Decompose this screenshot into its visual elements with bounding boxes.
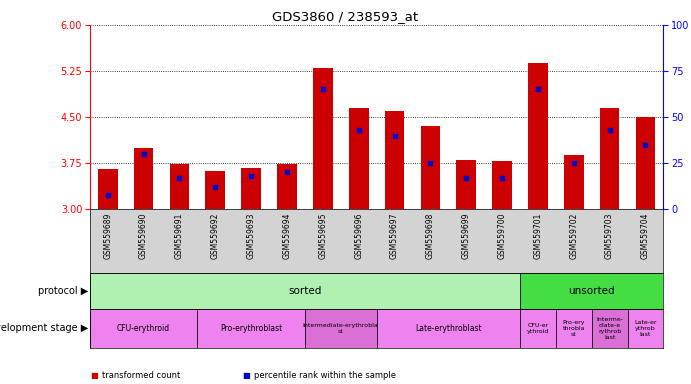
Bar bbox=[377, 309, 520, 348]
Text: Pro-erythroblast: Pro-erythroblast bbox=[220, 324, 282, 333]
Point bbox=[210, 184, 221, 190]
Text: CFU-er
ythroid: CFU-er ythroid bbox=[527, 323, 549, 334]
Text: Late-erythroblast: Late-erythroblast bbox=[415, 324, 482, 333]
Bar bbox=[564, 155, 584, 209]
Point bbox=[389, 132, 400, 139]
Bar bbox=[277, 164, 297, 209]
Point bbox=[497, 175, 508, 181]
Bar bbox=[90, 273, 520, 309]
Text: Late-er
ythrob
last: Late-er ythrob last bbox=[634, 320, 656, 337]
Text: GSM559698: GSM559698 bbox=[426, 212, 435, 259]
Point bbox=[245, 173, 256, 179]
Bar bbox=[600, 108, 619, 209]
Bar bbox=[241, 167, 261, 209]
Point bbox=[353, 127, 364, 133]
Point bbox=[102, 192, 113, 198]
Point bbox=[461, 175, 472, 181]
Bar bbox=[421, 126, 440, 209]
Text: GSM559691: GSM559691 bbox=[175, 212, 184, 259]
Text: GSM559697: GSM559697 bbox=[390, 212, 399, 259]
Text: GSM559690: GSM559690 bbox=[139, 212, 148, 259]
Bar bbox=[528, 63, 548, 209]
Text: GSM559700: GSM559700 bbox=[498, 212, 507, 259]
Bar bbox=[627, 309, 663, 348]
Bar bbox=[591, 309, 627, 348]
Point bbox=[174, 175, 185, 181]
Point bbox=[425, 160, 436, 166]
Text: GDS3860 / 238593_at: GDS3860 / 238593_at bbox=[272, 10, 419, 23]
Text: Pro-ery
throbla
st: Pro-ery throbla st bbox=[562, 320, 585, 337]
Text: GSM559703: GSM559703 bbox=[605, 212, 614, 259]
Bar bbox=[169, 164, 189, 209]
Point bbox=[281, 169, 292, 175]
Text: CFU-erythroid: CFU-erythroid bbox=[117, 324, 170, 333]
Text: development stage ▶: development stage ▶ bbox=[0, 323, 88, 333]
Text: GSM559692: GSM559692 bbox=[211, 212, 220, 259]
Bar bbox=[134, 148, 153, 209]
Bar bbox=[520, 309, 556, 348]
Text: GSM559699: GSM559699 bbox=[462, 212, 471, 259]
Bar bbox=[456, 160, 476, 209]
Text: GSM559704: GSM559704 bbox=[641, 212, 650, 259]
Bar bbox=[198, 309, 305, 348]
Bar bbox=[492, 161, 512, 209]
Text: GSM559694: GSM559694 bbox=[283, 212, 292, 259]
Point bbox=[640, 142, 651, 148]
Text: GSM559696: GSM559696 bbox=[354, 212, 363, 259]
Bar bbox=[313, 68, 332, 209]
Text: ■: ■ bbox=[90, 371, 97, 380]
Text: GSM559695: GSM559695 bbox=[319, 212, 328, 259]
Point bbox=[138, 151, 149, 157]
Point bbox=[604, 127, 615, 133]
Point bbox=[568, 160, 579, 166]
Text: transformed count: transformed count bbox=[102, 371, 180, 380]
Point bbox=[317, 86, 328, 93]
Text: percentile rank within the sample: percentile rank within the sample bbox=[254, 371, 396, 380]
Text: GSM559689: GSM559689 bbox=[103, 212, 112, 259]
Bar bbox=[205, 171, 225, 209]
Text: Intermediate-erythrobla
st: Intermediate-erythrobla st bbox=[303, 323, 379, 334]
Text: GSM559693: GSM559693 bbox=[247, 212, 256, 259]
Text: unsorted: unsorted bbox=[569, 286, 615, 296]
Bar bbox=[520, 273, 663, 309]
Bar bbox=[349, 108, 368, 209]
Text: GSM559702: GSM559702 bbox=[569, 212, 578, 259]
Bar bbox=[636, 117, 655, 209]
Bar bbox=[90, 309, 198, 348]
Text: GSM559701: GSM559701 bbox=[533, 212, 542, 259]
Text: protocol ▶: protocol ▶ bbox=[38, 286, 88, 296]
Text: sorted: sorted bbox=[288, 286, 321, 296]
Text: Interme-
diate-e
rythrob
last: Interme- diate-e rythrob last bbox=[596, 317, 623, 339]
Point bbox=[532, 86, 543, 93]
Bar bbox=[305, 309, 377, 348]
Bar bbox=[385, 111, 404, 209]
Bar bbox=[98, 169, 117, 209]
Bar bbox=[556, 309, 591, 348]
Text: ■: ■ bbox=[242, 371, 249, 380]
